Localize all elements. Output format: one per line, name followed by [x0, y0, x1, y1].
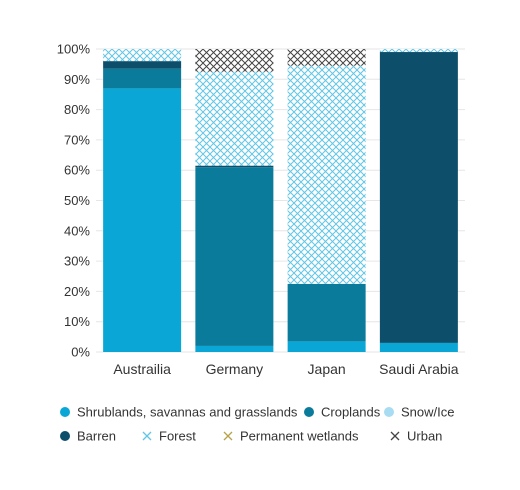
legend-label: Snow/Ice [401, 405, 454, 420]
legend-label: Barren [77, 429, 116, 444]
bar-segment-forest [287, 65, 366, 284]
legend-item-shrublands-savannas-and-grasslands: Shrublands, savannas and grasslands [60, 405, 298, 420]
x-category-label: Austrailia [113, 361, 171, 377]
y-tick-label: 30% [64, 254, 90, 269]
bar-segment-forest [103, 49, 182, 62]
legend-marker [384, 407, 394, 417]
legend-marker [223, 431, 233, 441]
legend-item-snow-ice: Snow/Ice [384, 405, 454, 420]
legend-label: Shrublands, savannas and grasslands [77, 405, 298, 420]
x-category-label: Germany [206, 361, 264, 377]
legend-item-permanent-wetlands: Permanent wetlands [223, 429, 359, 444]
bar-segment-shrublands-savannas-and-grasslands [379, 342, 458, 352]
bar-segment-urban [195, 49, 274, 72]
legend-marker [142, 431, 152, 441]
bars [103, 49, 458, 352]
y-tick-label: 50% [64, 193, 90, 208]
legend-marker [390, 431, 400, 441]
legend-item-forest: Forest [142, 429, 196, 444]
x-category-label: Saudi Arabia [379, 361, 459, 377]
y-tick-label: 0% [71, 345, 90, 360]
y-tick-label: 100% [57, 42, 91, 57]
legend-label: Forest [159, 429, 196, 444]
bar-segment-barren [103, 61, 182, 69]
bar-segment-urban [287, 49, 366, 66]
bar-segment-croplands [287, 283, 366, 342]
legend-marker [60, 431, 70, 441]
legend-item-urban: Urban [390, 429, 442, 444]
legend: Shrublands, savannas and grasslands Cropl… [60, 405, 454, 444]
legend-marker [304, 407, 314, 417]
bar-segment-forest [379, 49, 458, 53]
bar-segment-croplands [103, 68, 182, 89]
y-tick-label: 10% [64, 314, 90, 329]
y-tick-label: 80% [64, 102, 90, 117]
bar-segment-barren [379, 52, 458, 343]
x-axis: Austrailia Germany Japan Saudi Arabia [113, 361, 458, 377]
y-tick-label: 90% [64, 72, 90, 87]
legend-label: Permanent wetlands [240, 429, 359, 444]
legend-label: Urban [407, 429, 442, 444]
bar-segment-shrublands-savannas-and-grasslands [287, 341, 366, 352]
legend-label: Croplands [321, 405, 381, 420]
y-tick-label: 60% [64, 163, 90, 178]
bar-segment-shrublands-savannas-and-grasslands [195, 345, 274, 352]
y-tick-label: 40% [64, 223, 90, 238]
legend-marker [60, 407, 70, 417]
y-tick-label: 20% [64, 284, 90, 299]
legend-item-barren: Barren [60, 429, 116, 444]
bar-segment-croplands [195, 167, 274, 346]
legend-item-croplands: Croplands [304, 405, 381, 420]
y-tick-label: 70% [64, 132, 90, 147]
y-axis: 0% 10% 20% 30% 40% 50% 60% 70% 80% 90% 100% [57, 42, 91, 360]
x-category-label: Japan [308, 361, 346, 377]
bar-segment-shrublands-savannas-and-grasslands [103, 88, 182, 352]
bar-segment-barren [195, 165, 274, 168]
bar-segment-forest [195, 71, 274, 166]
